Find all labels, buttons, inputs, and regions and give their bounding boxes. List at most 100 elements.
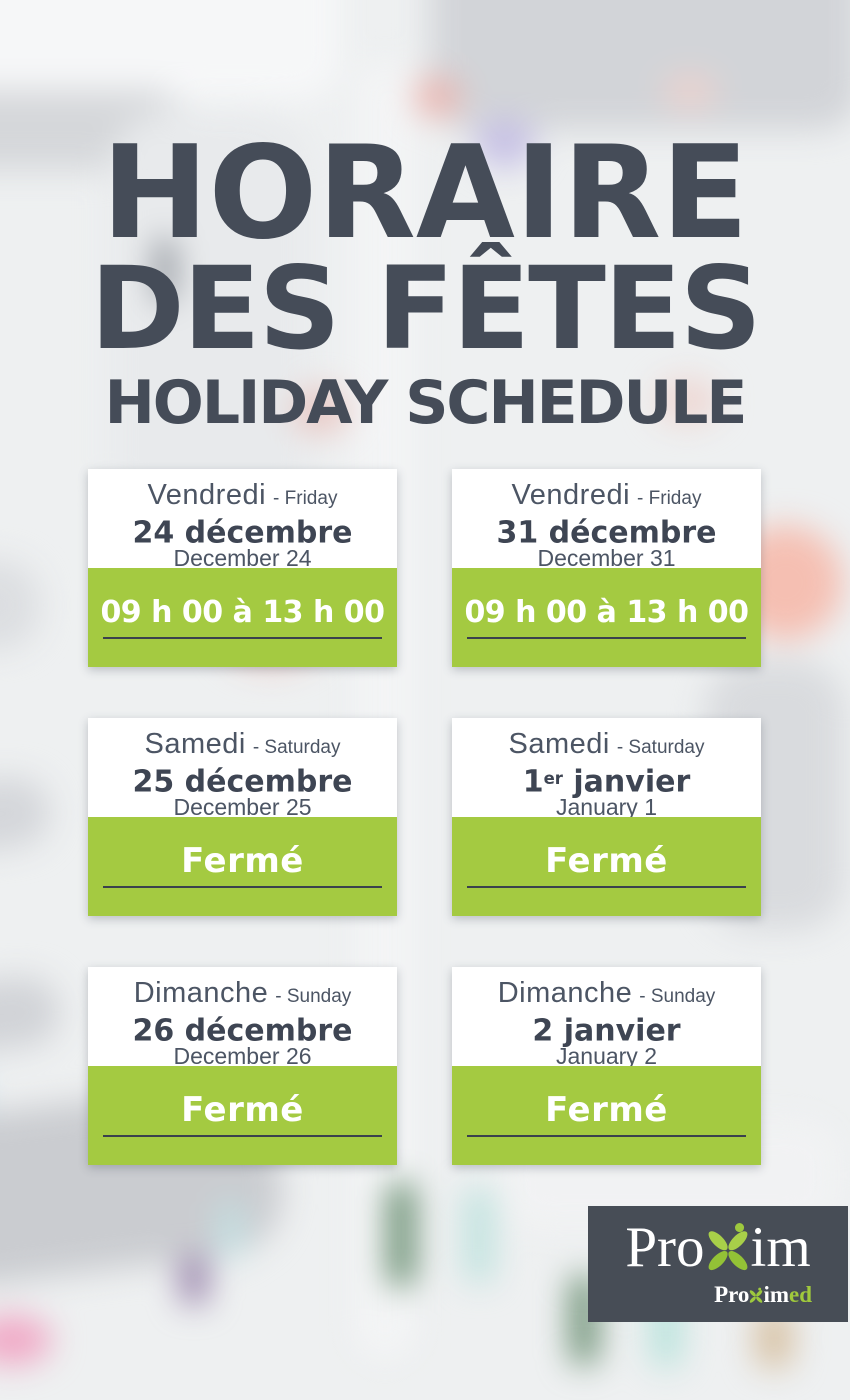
day-line: Samedi - Saturday — [452, 728, 761, 762]
brand-text-pre: Pro — [625, 1216, 705, 1279]
date-fr-text: 25 décembre — [132, 764, 353, 800]
date-fr-text: 24 décembre — [132, 515, 353, 551]
bg-blob — [290, 388, 350, 434]
day-name-en: - Saturday — [252, 737, 341, 758]
schedule-card-dec-31: Vendredi - Friday 31 décembre December 3… — [452, 469, 761, 667]
bg-blob — [0, 0, 340, 100]
status-underline — [467, 886, 746, 888]
date-fr-text: 2 janvier — [532, 1013, 681, 1049]
day-name-en: - Friday — [637, 488, 702, 509]
day-line: Dimanche - Sunday — [88, 977, 397, 1011]
date-fr: 25 décembre — [88, 762, 397, 798]
bg-blob — [180, 1255, 208, 1305]
bg-blob — [474, 118, 536, 168]
date-fr: 2 janvier — [452, 1011, 761, 1047]
status-underline — [103, 886, 382, 888]
date-en: January 2 — [555, 1043, 657, 1069]
proxim-wordmark: Pro im — [588, 1218, 848, 1278]
bg-blob — [0, 773, 54, 857]
date-fr: 24 décembre — [88, 513, 397, 549]
date-en: December 24 — [173, 545, 312, 571]
date-fr: 1er janvier — [452, 762, 761, 798]
subbrand-text-mid: im — [763, 1282, 789, 1307]
status-banner: Fermé — [452, 817, 761, 916]
status-banner: Fermé — [88, 1066, 397, 1165]
status-underline — [467, 637, 746, 639]
day-name-en: - Saturday — [616, 737, 705, 758]
day-name-fr: Vendredi — [147, 479, 267, 511]
bg-blob — [412, 76, 462, 118]
card-header: Vendredi - Friday 24 décembre December 2… — [88, 469, 397, 570]
day-name-fr: Samedi — [144, 728, 246, 760]
poster-title-en: HOLIDAY SCHEDULE — [104, 368, 748, 438]
card-header: Samedi - Saturday 25 décembre December 2… — [88, 718, 397, 819]
date-fr-text: 31 décembre — [496, 515, 717, 551]
date-fr-tail: janvier — [562, 764, 691, 800]
bg-blob — [0, 973, 64, 1057]
bg-blob — [464, 1188, 494, 1283]
status-text: Fermé — [181, 1090, 304, 1130]
status-underline — [103, 637, 382, 639]
bg-blob — [0, 1315, 52, 1365]
day-name-en: - Friday — [273, 488, 338, 509]
date-en: January 1 — [555, 794, 657, 820]
proxim-petal-x-icon — [708, 1223, 747, 1271]
bg-blob — [430, 0, 850, 130]
day-line: Samedi - Saturday — [88, 728, 397, 762]
date-en: December 26 — [173, 1043, 312, 1069]
bg-blob — [388, 1182, 414, 1287]
status-banner: Fermé — [88, 817, 397, 916]
day-line: Dimanche - Sunday — [452, 977, 761, 1011]
date-fr-text: 1 — [522, 764, 544, 800]
day-name-en: - Sunday — [275, 986, 352, 1007]
bg-blob — [655, 378, 719, 424]
status-text: Fermé — [545, 841, 668, 881]
day-line: Vendredi - Friday — [452, 479, 761, 513]
day-name-fr: Dimanche — [497, 977, 633, 1009]
bg-blob — [218, 1200, 242, 1260]
day-name-en: - Sunday — [639, 986, 716, 1007]
bg-blob — [110, 110, 310, 530]
date-fr-text: 26 décembre — [132, 1013, 353, 1049]
proximed-x-icon — [750, 1287, 763, 1303]
proxim-logo-box: Pro im Pro imed — [588, 1206, 848, 1322]
bg-blob — [156, 238, 174, 302]
status-underline — [103, 1135, 382, 1137]
date-fr-sup: er — [543, 769, 563, 788]
card-header: Dimanche - Sunday 26 décembre December 2… — [88, 967, 397, 1068]
status-banner: 09 h 00 à 13 h 00 — [88, 568, 397, 667]
poster-title-fr-line1: HORAIRE — [101, 119, 749, 268]
card-header: Vendredi - Friday 31 décembre December 3… — [452, 469, 761, 570]
status-text: Fermé — [181, 841, 304, 881]
status-text: 09 h 00 à 13 h 00 — [100, 595, 385, 630]
status-text: 09 h 00 à 13 h 00 — [464, 595, 749, 630]
day-line: Vendredi - Friday — [88, 479, 397, 513]
schedule-card-jan-2: Dimanche - Sunday 2 janvier January 2 Fe… — [452, 967, 761, 1165]
day-name-fr: Vendredi — [511, 479, 631, 511]
schedule-card-dec-25: Samedi - Saturday 25 décembre December 2… — [88, 718, 397, 916]
status-banner: 09 h 00 à 13 h 00 — [452, 568, 761, 667]
proximed-wordmark: Pro imed — [714, 1282, 812, 1308]
date-fr: 26 décembre — [88, 1011, 397, 1047]
bg-blob — [662, 74, 718, 108]
day-name-fr: Dimanche — [133, 977, 269, 1009]
schedule-card-jan-1: Samedi - Saturday 1er janvier January 1 … — [452, 718, 761, 916]
date-en: December 25 — [173, 794, 312, 820]
schedule-grid: Vendredi - Friday 24 décembre December 2… — [88, 469, 761, 1165]
status-underline — [467, 1135, 746, 1137]
card-header: Samedi - Saturday 1er janvier January 1 — [452, 718, 761, 819]
brand-text-post: im — [750, 1216, 811, 1279]
status-banner: Fermé — [452, 1066, 761, 1165]
day-name-fr: Samedi — [508, 728, 610, 760]
date-fr: 31 décembre — [452, 513, 761, 549]
status-text: Fermé — [545, 1090, 668, 1130]
subbrand-text-pre: Pro — [714, 1282, 750, 1307]
poster-title-fr-line2: DES FÊTES — [90, 242, 762, 375]
schedule-card-dec-24: Vendredi - Friday 24 décembre December 2… — [88, 469, 397, 667]
bg-blob — [0, 560, 40, 650]
schedule-card-dec-26: Dimanche - Sunday 26 décembre December 2… — [88, 967, 397, 1165]
card-header: Dimanche - Sunday 2 janvier January 2 — [452, 967, 761, 1068]
subbrand-text-suffix: ed — [789, 1282, 812, 1307]
date-en: December 31 — [537, 545, 676, 571]
